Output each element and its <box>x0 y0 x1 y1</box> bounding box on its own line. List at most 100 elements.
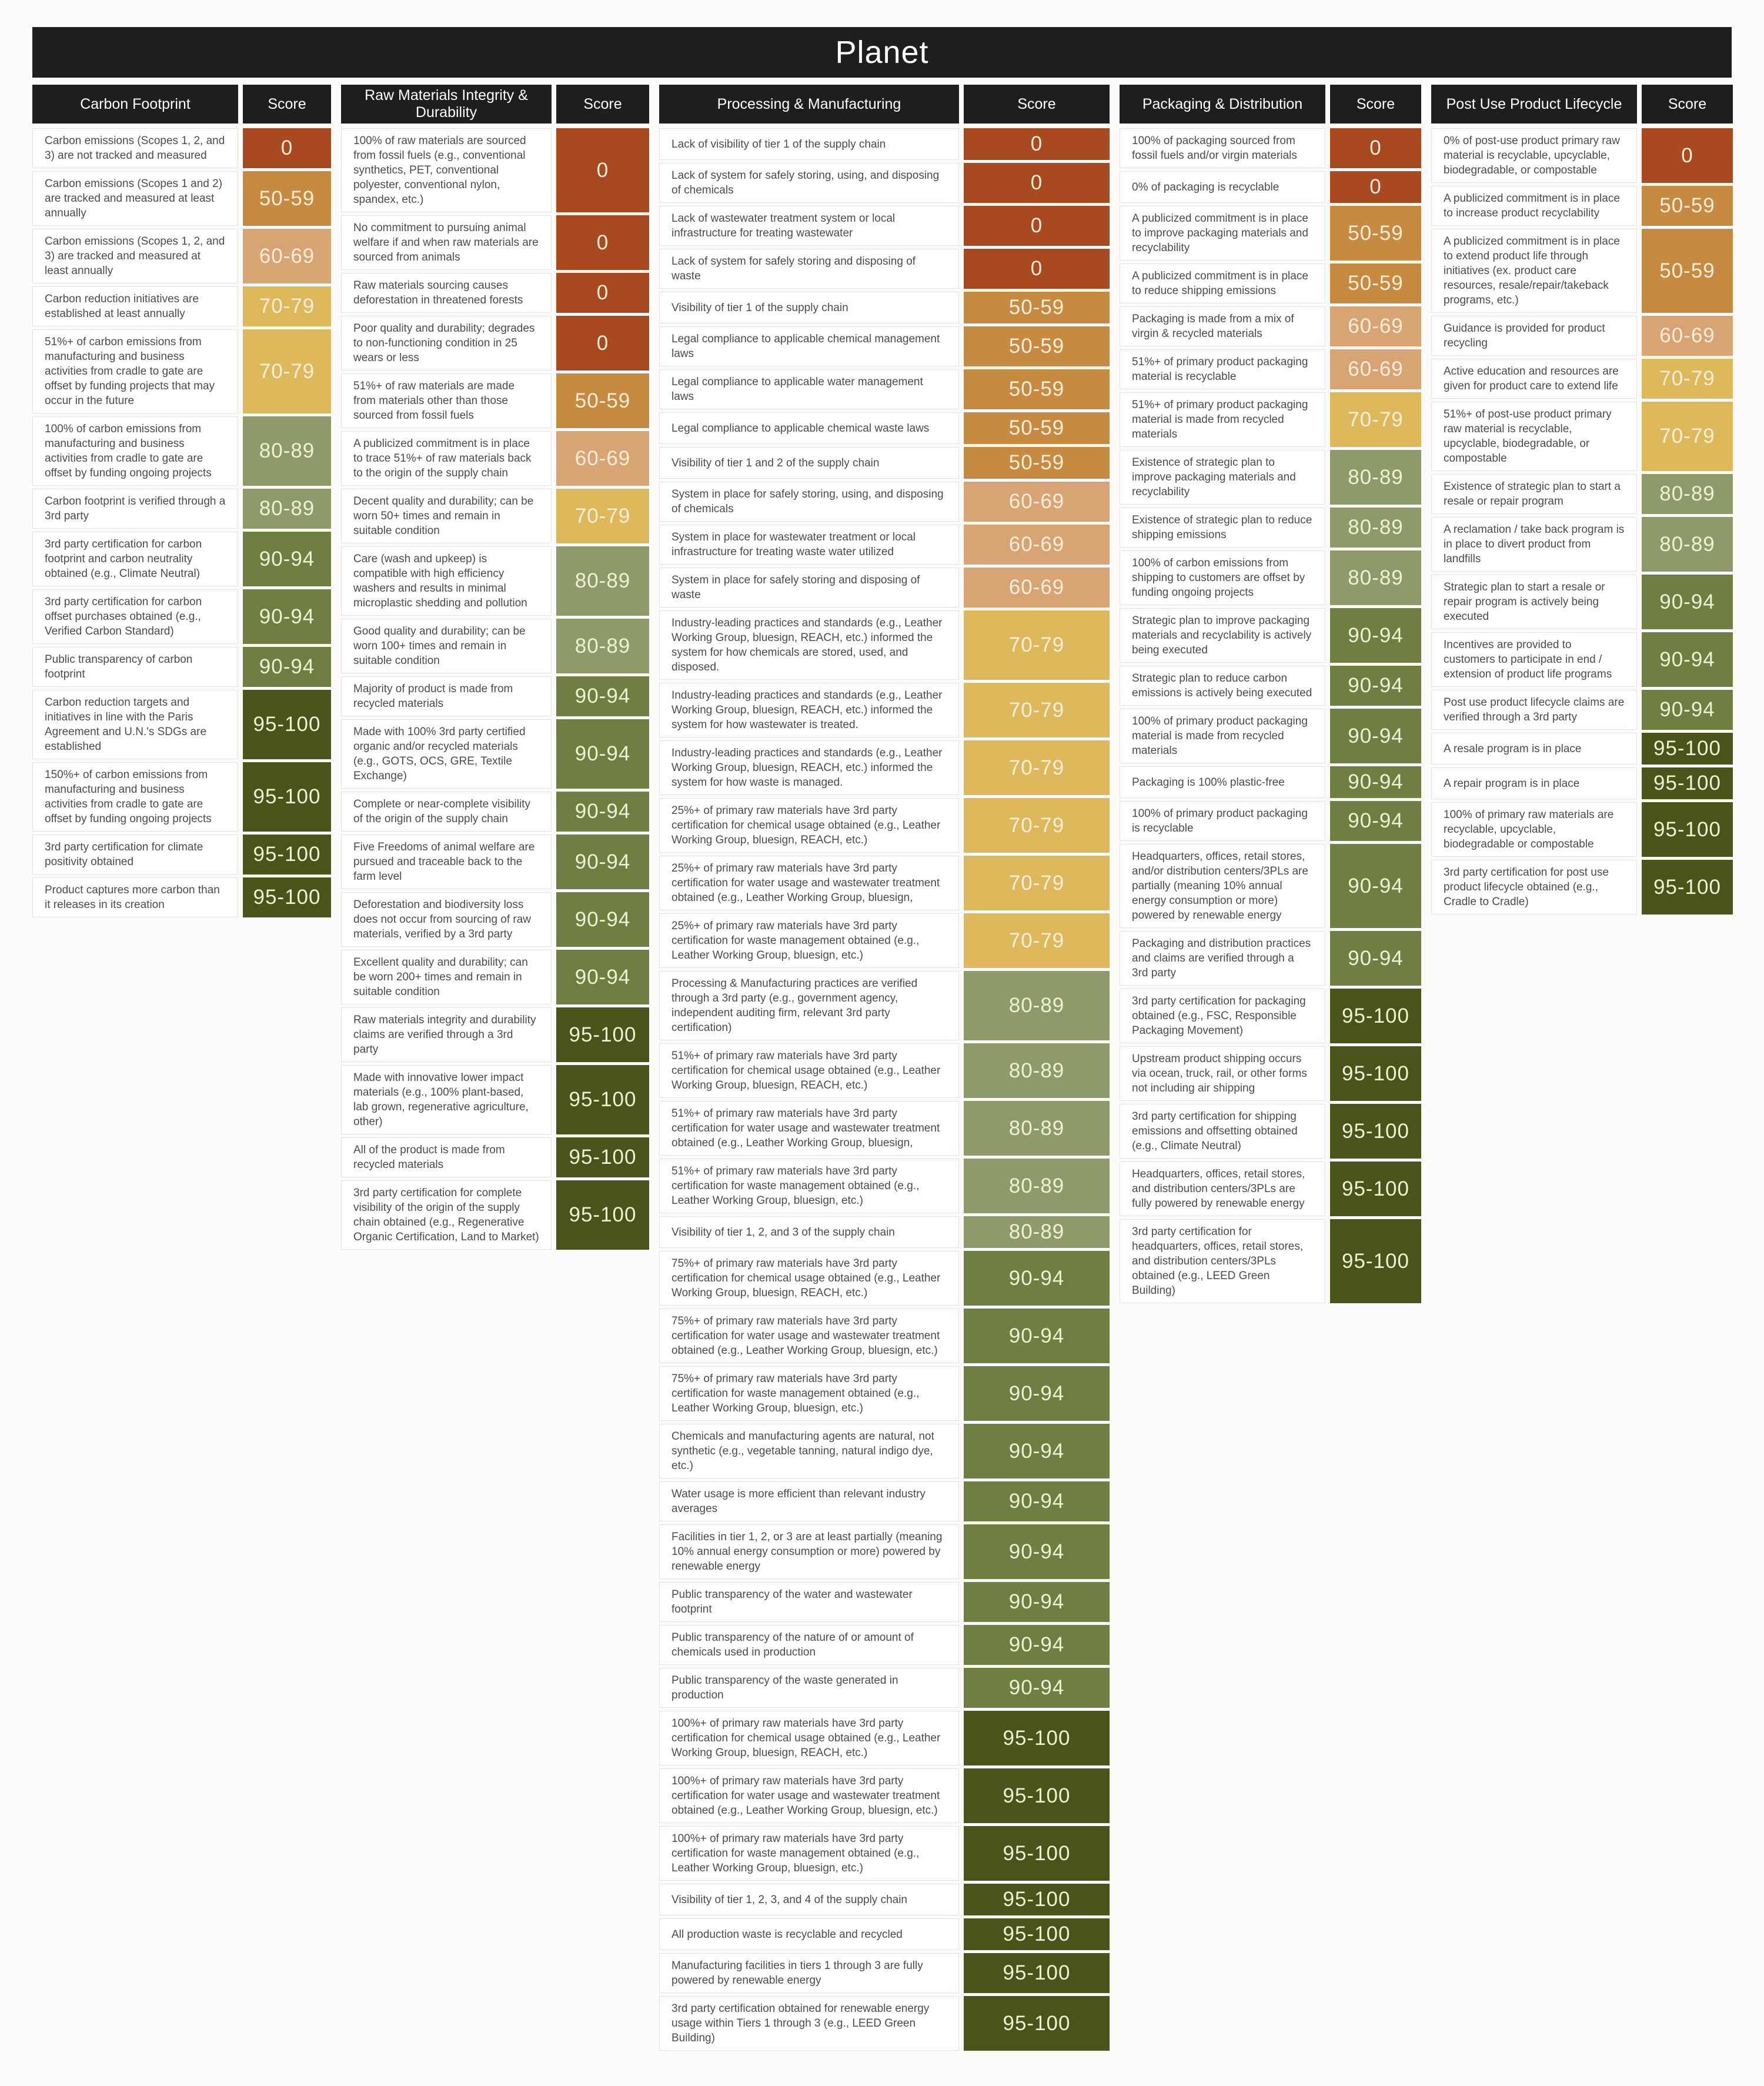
score-badge: 70-79 <box>964 610 1110 680</box>
score-badge: 50-59 <box>1642 229 1733 313</box>
score-badge: 95-100 <box>243 877 331 917</box>
score-badge: 70-79 <box>1642 402 1733 471</box>
rubric-row: A reclamation / take back program is in … <box>1431 517 1733 572</box>
score-badge: 90-94 <box>556 792 649 832</box>
criteria-cell: A publicized commitment is in place to t… <box>341 431 552 486</box>
rubric-row: Packaging and distribution practices and… <box>1120 931 1421 986</box>
rubric-row: Raw materials integrity and durability c… <box>341 1007 649 1062</box>
rubric-row: Carbon emissions (Scopes 1, 2, and 3) ar… <box>32 128 331 168</box>
score-column-header: Score <box>964 85 1110 124</box>
score-badge: 0 <box>964 163 1110 203</box>
criteria-cell: 25%+ of primary raw materials have 3rd p… <box>659 856 959 910</box>
score-badge: 50-59 <box>964 369 1110 409</box>
rubric-row: Strategic plan to start a resale or repa… <box>1431 575 1733 629</box>
rubric-row: 3rd party certification for carbon offse… <box>32 589 331 644</box>
criteria-cell: Processing & Manufacturing practices are… <box>659 971 959 1040</box>
score-badge: 95-100 <box>964 1918 1110 1950</box>
criteria-cell: System in place for wastewater treatment… <box>659 525 959 565</box>
criteria-cell: 100% of primary product packaging is rec… <box>1120 801 1325 841</box>
score-badge: 90-94 <box>1642 575 1733 629</box>
rubric-row: 100% of primary product packaging materi… <box>1120 709 1421 763</box>
score-badge: 50-59 <box>964 412 1110 444</box>
rubric-row: Visibility of tier 1, 2, 3, and 4 of the… <box>659 1884 1110 1915</box>
criteria-cell: 3rd party certification for post use pro… <box>1431 860 1637 914</box>
criteria-cell: 25%+ of primary raw materials have 3rd p… <box>659 798 959 853</box>
score-badge: 90-94 <box>964 1309 1110 1363</box>
score-badge: 90-94 <box>1330 801 1421 841</box>
score-badge: 95-100 <box>556 1180 649 1250</box>
rubric-row: Excellent quality and durability; can be… <box>341 950 649 1004</box>
criteria-cell: A reclamation / take back program is in … <box>1431 517 1637 572</box>
rubric-row: Public transparency of carbon footprint 9… <box>32 647 331 687</box>
rubric-row: Complete or near-complete visibility of … <box>341 792 649 832</box>
score-badge: 95-100 <box>1642 802 1733 857</box>
criteria-cell: Raw materials integrity and durability c… <box>341 1007 552 1062</box>
criteria-cell: 3rd party certification for climate posi… <box>32 835 238 875</box>
criteria-cell: 51%+ of primary raw materials have 3rd p… <box>659 1159 959 1213</box>
rubric-row: 51%+ of post-use product primary raw mat… <box>1431 402 1733 471</box>
rubric-row: 51%+ of primary product packaging materi… <box>1120 392 1421 447</box>
score-badge: 50-59 <box>1330 263 1421 303</box>
score-badge: 0 <box>964 249 1110 289</box>
score-badge: 0 <box>556 316 649 371</box>
criteria-cell: Facilities in tier 1, 2, or 3 are at lea… <box>659 1524 959 1579</box>
rubric-row: Raw materials sourcing causes deforestat… <box>341 273 649 313</box>
score-badge: 90-94 <box>556 835 649 889</box>
score-badge: 90-94 <box>1330 709 1421 763</box>
criteria-cell: Deforestation and biodiversity loss does… <box>341 892 552 947</box>
rubric-row: Existence of strategic plan to start a r… <box>1431 474 1733 514</box>
criteria-cell: 3rd party certification for carbon footp… <box>32 532 238 586</box>
score-badge: 70-79 <box>1330 392 1421 447</box>
criteria-cell: Strategic plan to start a resale or repa… <box>1431 575 1637 629</box>
rubric-row: 100%+ of primary raw materials have 3rd … <box>659 1768 1110 1823</box>
score-badge: 60-69 <box>243 229 331 283</box>
criteria-cell: 3rd party certification for shipping emi… <box>1120 1104 1325 1159</box>
column-header: Raw Materials Integrity & Durability <box>341 85 552 124</box>
score-badge: 95-100 <box>964 1996 1110 2051</box>
score-badge: 80-89 <box>556 546 649 616</box>
score-badge: 70-79 <box>556 489 649 543</box>
criteria-cell: Carbon reduction targets and initiatives… <box>32 690 238 759</box>
rubric-row: Packaging is 100% plastic-free 90-94 <box>1120 766 1421 798</box>
score-badge: 80-89 <box>1330 508 1421 548</box>
score-badge: 50-59 <box>243 171 331 226</box>
score-badge: 95-100 <box>556 1065 649 1134</box>
rubric-row: System in place for wastewater treatment… <box>659 525 1110 565</box>
score-badge: 50-59 <box>1330 206 1421 261</box>
criteria-cell: 100%+ of primary raw materials have 3rd … <box>659 1826 959 1881</box>
criteria-cell: Guidance is provided for product recycli… <box>1431 316 1637 356</box>
criteria-cell: Post use product lifecycle claims are ve… <box>1431 690 1637 730</box>
rubric-row: 25%+ of primary raw materials have 3rd p… <box>659 798 1110 853</box>
criteria-cell: Carbon emissions (Scopes 1 and 2) are tr… <box>32 171 238 226</box>
rubric-row: No commitment to pursuing animal welfare… <box>341 215 649 270</box>
rubric-row: 0% of post-use product primary raw mater… <box>1431 128 1733 183</box>
rubric-row: Packaging is made from a mix of virgin &… <box>1120 306 1421 346</box>
rubric-rows: 100% of raw materials are sourced from f… <box>341 128 649 1250</box>
score-badge: 90-94 <box>556 719 649 789</box>
score-badge: 0 <box>556 215 649 270</box>
criteria-cell: Chemicals and manufacturing agents are n… <box>659 1424 959 1478</box>
rubric-row: 100%+ of primary raw materials have 3rd … <box>659 1711 1110 1765</box>
rubric-row: Legal compliance to applicable water man… <box>659 369 1110 409</box>
score-badge: 0 <box>1330 171 1421 203</box>
rubric-row: 51%+ of primary product packaging materi… <box>1120 349 1421 389</box>
rubric-row: Lack of system for safely storing, using… <box>659 163 1110 203</box>
criteria-cell: Five Freedoms of animal welfare are purs… <box>341 835 552 889</box>
criteria-cell: Product captures more carbon than it rel… <box>32 877 238 917</box>
score-badge: 80-89 <box>556 619 649 673</box>
criteria-cell: Headquarters, offices, retail stores, an… <box>1120 1162 1325 1216</box>
criteria-cell: 51%+ of raw materials are made from mate… <box>341 373 552 428</box>
rubric-row: Strategic plan to reduce carbon emission… <box>1120 666 1421 706</box>
rubric-row: 51%+ of primary raw materials have 3rd p… <box>659 1043 1110 1098</box>
rubric-rows: 100% of packaging sourced from fossil fu… <box>1120 128 1421 1303</box>
criteria-cell: 0% of packaging is recyclable <box>1120 171 1325 203</box>
rubric-row: 3rd party certification for packaging ob… <box>1120 989 1421 1043</box>
score-badge: 95-100 <box>964 1826 1110 1881</box>
rubric-row: System in place for safely storing and d… <box>659 568 1110 608</box>
score-badge: 95-100 <box>1642 860 1733 914</box>
column-header-row: Carbon Footprint Score <box>32 85 331 124</box>
score-badge: 0 <box>556 128 649 212</box>
score-badge: 95-100 <box>964 1768 1110 1823</box>
score-badge: 70-79 <box>243 329 331 413</box>
